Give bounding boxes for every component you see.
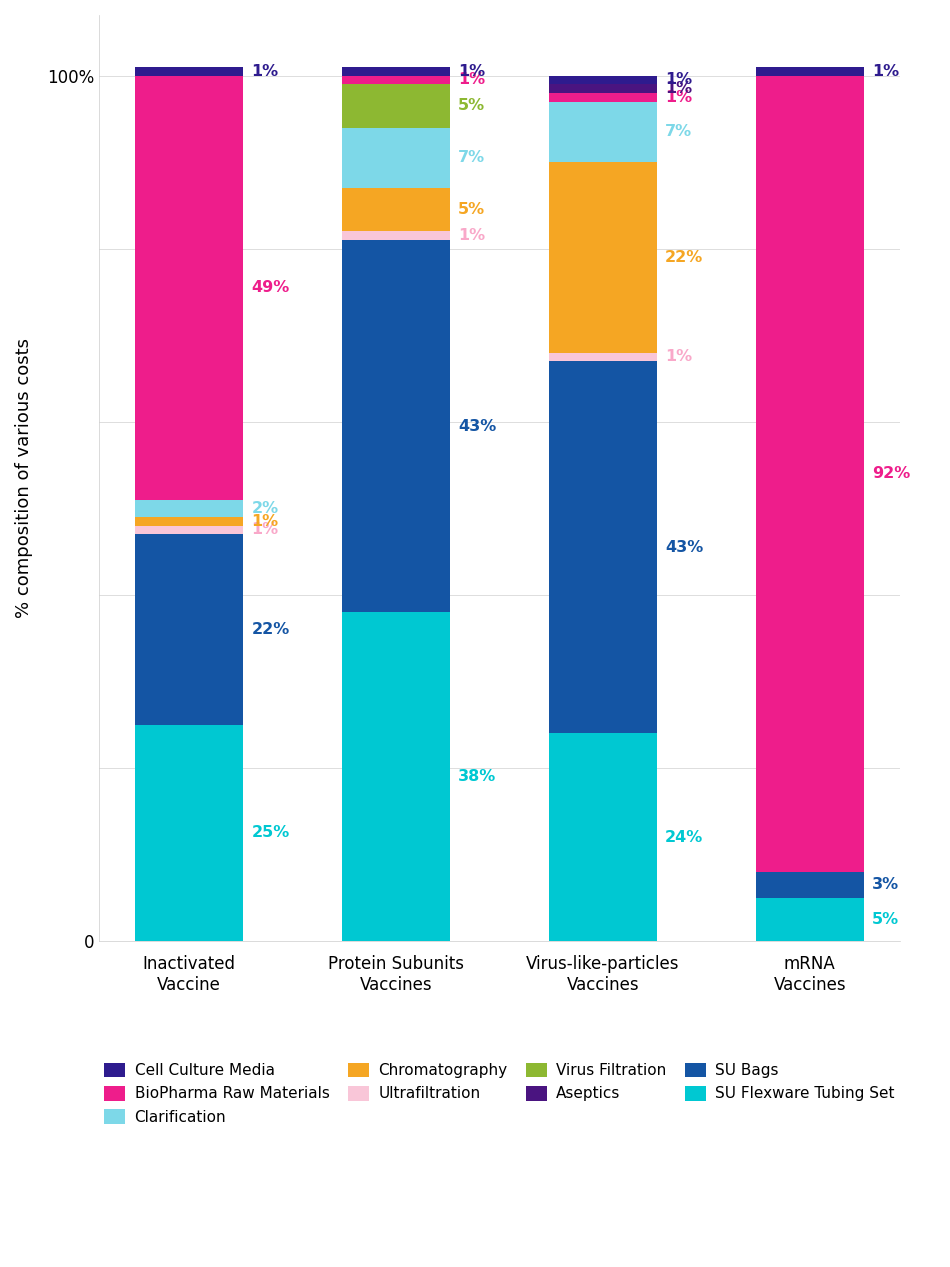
Text: 1%: 1%	[251, 514, 278, 528]
Bar	[549, 92, 656, 101]
Bar	[136, 725, 243, 941]
Text: 5%: 5%	[872, 912, 899, 927]
Text: 1%: 1%	[665, 350, 693, 365]
Bar	[136, 526, 243, 535]
Bar	[756, 872, 864, 898]
Text: 3%: 3%	[872, 877, 899, 892]
Text: 1%: 1%	[458, 228, 485, 243]
Bar	[549, 76, 656, 84]
Text: 22%: 22%	[665, 250, 703, 265]
Text: 1%: 1%	[665, 72, 693, 87]
Text: 1%: 1%	[665, 90, 693, 105]
Bar	[342, 67, 450, 76]
Bar	[549, 101, 656, 162]
Text: 7%: 7%	[458, 151, 485, 165]
Text: 92%: 92%	[872, 466, 910, 481]
Bar	[342, 612, 450, 941]
Bar	[342, 84, 450, 128]
Text: 7%: 7%	[665, 124, 693, 139]
Bar	[136, 76, 243, 499]
Bar	[342, 128, 450, 188]
Bar	[549, 352, 656, 361]
Bar	[136, 535, 243, 725]
Bar	[136, 499, 243, 517]
Text: 22%: 22%	[251, 622, 290, 637]
Bar	[549, 361, 656, 734]
Bar	[549, 84, 656, 92]
Bar	[342, 188, 450, 232]
Bar	[136, 517, 243, 526]
Text: 1%: 1%	[251, 63, 278, 79]
Text: 38%: 38%	[458, 769, 497, 784]
Text: 24%: 24%	[665, 830, 703, 845]
Text: 43%: 43%	[458, 418, 497, 433]
Bar	[342, 76, 450, 84]
Text: 1%: 1%	[251, 522, 278, 537]
Text: 5%: 5%	[458, 99, 485, 113]
Text: 5%: 5%	[458, 203, 485, 217]
Bar	[756, 67, 864, 76]
Bar	[342, 232, 450, 239]
Bar	[549, 162, 656, 352]
Text: 1%: 1%	[458, 72, 485, 87]
Bar	[342, 239, 450, 612]
Text: 49%: 49%	[251, 280, 290, 295]
Bar	[136, 67, 243, 76]
Text: 25%: 25%	[251, 825, 290, 840]
Text: 1%: 1%	[665, 81, 693, 96]
Bar	[756, 76, 864, 872]
Text: 1%: 1%	[458, 63, 485, 79]
Legend: Cell Culture Media, BioPharma Raw Materials, Clarification, Chromatography, Ultr: Cell Culture Media, BioPharma Raw Materi…	[96, 1055, 902, 1133]
Text: 1%: 1%	[872, 63, 899, 79]
Bar	[756, 898, 864, 941]
Y-axis label: % composition of various costs: % composition of various costs	[15, 338, 33, 618]
Text: 43%: 43%	[665, 540, 703, 555]
Text: 2%: 2%	[251, 500, 278, 516]
Bar	[549, 734, 656, 941]
